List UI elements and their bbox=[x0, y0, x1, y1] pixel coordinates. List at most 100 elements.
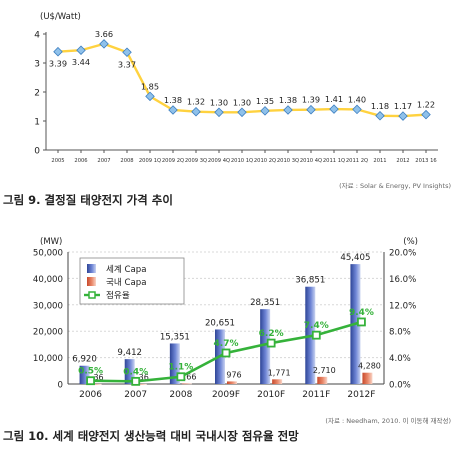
chart1-data-label: 1.38 bbox=[164, 95, 182, 105]
chart2-share-point bbox=[357, 317, 366, 327]
chart2-world-label: 15,351 bbox=[160, 332, 190, 342]
chart2-right-tick-label: 4.0% bbox=[389, 354, 411, 364]
chart2-x-tick-label: 2012F bbox=[347, 390, 375, 400]
chart1-x-tick-label: 2007 bbox=[97, 158, 110, 164]
chart2-share-point bbox=[176, 372, 186, 382]
chart1-x-tick-label: 2006 bbox=[74, 158, 87, 164]
chart2-domestic-label: 2,710 bbox=[313, 366, 336, 375]
chart1-point bbox=[421, 109, 431, 120]
chart2-share-point bbox=[311, 330, 321, 340]
chart2-legend-share: 점유율 bbox=[106, 289, 130, 301]
chart1-x-tick-label: 2012 bbox=[396, 158, 409, 164]
chart1-data-label: 3.66 bbox=[95, 29, 113, 39]
chart2-bar-world bbox=[260, 309, 271, 384]
chart1-point bbox=[398, 111, 408, 121]
chart1-y-tick-label: 2 bbox=[34, 89, 40, 99]
chart2-world-label: 9,412 bbox=[117, 348, 142, 358]
chart2-domestic-label: 166 bbox=[181, 373, 196, 382]
chart1-point bbox=[168, 105, 178, 115]
chart1-point bbox=[145, 91, 155, 102]
chart2-legend-world: 세계 Capa bbox=[106, 263, 147, 275]
chart2-share-label: 7.4% bbox=[304, 321, 329, 331]
chart1-point bbox=[99, 39, 109, 49]
chart1-point bbox=[237, 107, 247, 118]
chart2-share-label: 0.4% bbox=[123, 367, 148, 377]
chart1-point bbox=[306, 104, 316, 115]
chart1-point bbox=[260, 106, 270, 116]
chart1-data-label: 1.38 bbox=[279, 95, 297, 105]
chart2-world-label: 28,351 bbox=[250, 298, 280, 308]
chart2-bar-domestic bbox=[272, 379, 283, 384]
chart2-left-tick-label: 50,000 bbox=[33, 249, 63, 259]
chart1-data-label: 1.18 bbox=[371, 101, 389, 111]
chart2-right-tick-label: 16.0% bbox=[389, 275, 416, 285]
chart2-domestic-label: 4,280 bbox=[358, 362, 381, 371]
chart2-world-label: 6,920 bbox=[72, 355, 97, 365]
chart1-point bbox=[191, 106, 201, 117]
chart2-bar-world bbox=[124, 359, 135, 384]
chart2-right-tick-label: 12.0% bbox=[389, 301, 416, 311]
chart1-x-tick-label: 2009 1Q bbox=[139, 158, 161, 164]
chart1-data-label: 1.32 bbox=[187, 97, 205, 107]
chart2-right-tick-label: 8.0% bbox=[389, 328, 411, 338]
chart1-point bbox=[53, 46, 63, 57]
chart2-legend-swatch-world bbox=[87, 264, 96, 273]
chart1-data-label: 1.85 bbox=[141, 81, 159, 91]
chart2-left-tick-label: 10,000 bbox=[33, 354, 63, 364]
chart1-y-tick-label: 0 bbox=[34, 147, 40, 157]
chart1-data-label: 3.37 bbox=[118, 59, 136, 69]
chart1-data-label: 1.40 bbox=[348, 94, 366, 104]
chart1-point bbox=[76, 45, 86, 56]
chart1-unit-label: (U$/Watt) bbox=[40, 12, 81, 22]
chart2-share-point bbox=[221, 348, 231, 358]
chart2-bar-domestic bbox=[227, 381, 237, 384]
chart2-legend-swatch-domestic bbox=[87, 277, 96, 286]
chart2-bar-domestic bbox=[91, 383, 102, 385]
chart1-x-tick-label: 2010 1Q bbox=[231, 158, 253, 164]
chart2-caption: 그림 10. 세계 태양전지 생산능력 대비 국내시장 점유율 전망 bbox=[3, 429, 299, 443]
chart1-x-tick-label: 2010 4Q bbox=[300, 158, 322, 164]
chart2-right-tick-label: 0.0% bbox=[389, 381, 411, 391]
chart2-domestic-label: 1,771 bbox=[268, 368, 291, 377]
chart2-share-point bbox=[86, 376, 95, 386]
chart1-point bbox=[329, 104, 339, 114]
chart1-x-tick-label: 2010 3Q bbox=[277, 158, 299, 164]
chart2-right-unit: (%) bbox=[403, 237, 418, 247]
chart2-bar-domestic bbox=[136, 383, 147, 385]
chart1-point bbox=[214, 107, 224, 118]
chart1-data-label: 3.44 bbox=[72, 57, 90, 67]
chart2-x-tick-label: 2010F bbox=[257, 390, 285, 400]
chart1-data-label: 3.39 bbox=[49, 59, 67, 69]
chart2-source: (자료 : Needham, 2010. 이 이동해 재작성) bbox=[325, 417, 451, 425]
chart2-left-unit: (MW) bbox=[40, 237, 62, 247]
chart1-x-tick-label: 2009 3Q bbox=[185, 158, 207, 164]
chart2-x-tick-label: 2008 bbox=[169, 390, 192, 400]
chart1-y-tick-label: 1 bbox=[34, 118, 40, 128]
chart2-x-tick-label: 2007 bbox=[124, 390, 147, 400]
chart1-x-tick-label: 2008 bbox=[120, 158, 133, 164]
chart1-x-tick-label: 2011 2Q bbox=[346, 158, 368, 164]
chart2-legend-swatch-share-marker bbox=[88, 291, 96, 299]
chart1-x-tick-label: 2009 2Q bbox=[162, 158, 184, 164]
chart2-share-point bbox=[266, 338, 276, 348]
chart2-domestic-label: 36 bbox=[93, 373, 103, 382]
chart2-left-tick-label: 20,000 bbox=[33, 328, 63, 338]
chart1-x-tick-label: 2011 bbox=[373, 158, 386, 164]
chart2-share-label: 6.2% bbox=[259, 329, 284, 339]
chart2-share-label: 9.4% bbox=[349, 308, 374, 318]
chart1-x-tick-label: 2010 2Q bbox=[254, 158, 276, 164]
chart2-x-tick-label: 2006 bbox=[79, 390, 102, 400]
chart1-point bbox=[122, 47, 132, 58]
chart2-legend-box bbox=[79, 257, 185, 305]
chart2-world-label: 20,651 bbox=[205, 318, 235, 328]
chart2-bar-world bbox=[79, 365, 90, 384]
chart1-data-label: 1.35 bbox=[256, 96, 274, 106]
chart1-point bbox=[375, 111, 385, 121]
chart2-domestic-label: 36 bbox=[139, 373, 149, 382]
chart1-x-tick-label: 2011 1Q bbox=[323, 158, 345, 164]
chart2-share-label: 0.5% bbox=[78, 367, 103, 377]
chart1-data-label: 1.30 bbox=[233, 97, 251, 107]
chart1-point bbox=[283, 105, 293, 115]
chart2-x-tick-label: 2009F bbox=[212, 390, 240, 400]
